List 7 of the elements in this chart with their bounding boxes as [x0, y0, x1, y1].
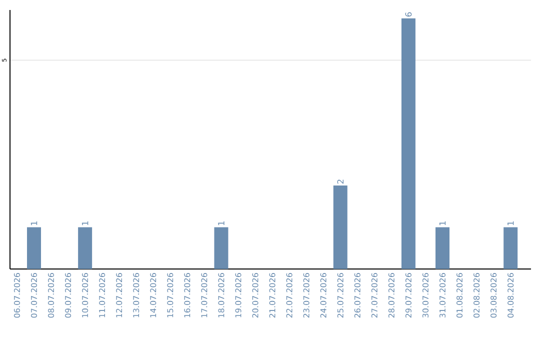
data-label: 1 [82, 221, 88, 226]
data-label: 2 [337, 180, 344, 184]
data-label: 1 [507, 221, 514, 226]
data-label: 6 [405, 12, 412, 17]
data-label: 1 [30, 221, 38, 226]
data-label: 1 [439, 221, 446, 226]
data-label: 1 [218, 221, 224, 226]
